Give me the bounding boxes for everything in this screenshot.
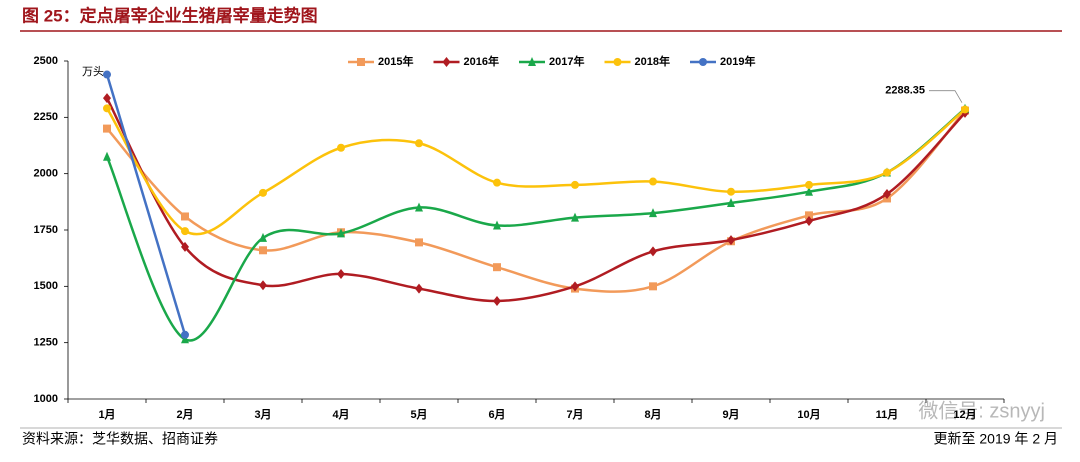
x-tick-label: 1月 xyxy=(98,408,115,421)
x-tick-label: 4月 xyxy=(332,408,349,421)
marker xyxy=(493,263,501,272)
source: 资料来源：芝华数据、招商证券 xyxy=(22,431,218,447)
series-line xyxy=(106,109,966,293)
marker xyxy=(805,215,813,226)
marker xyxy=(103,124,111,133)
legend-marker xyxy=(442,57,451,67)
annotation: 2288.35 xyxy=(885,85,925,97)
marker xyxy=(415,202,423,212)
legend-label: 2017年 xyxy=(549,54,584,68)
y-tick-label: 1000 xyxy=(34,393,58,405)
marker xyxy=(415,139,423,148)
marker xyxy=(571,212,579,222)
marker xyxy=(259,246,267,255)
marker xyxy=(727,235,735,246)
marker xyxy=(259,188,267,197)
series-line xyxy=(105,107,966,236)
marker xyxy=(415,238,423,247)
marker xyxy=(181,241,189,252)
legend-label: 2016年 xyxy=(464,54,499,68)
marker xyxy=(961,105,969,114)
marker xyxy=(337,143,345,152)
marker xyxy=(415,283,423,294)
marker xyxy=(571,180,579,189)
x-tick-label: 11月 xyxy=(876,408,899,421)
x-tick-label: 5月 xyxy=(410,408,427,421)
marker xyxy=(493,178,501,187)
legend-marker xyxy=(613,58,622,66)
series-line xyxy=(105,107,966,342)
marker xyxy=(649,177,657,186)
series-line xyxy=(105,74,187,336)
marker xyxy=(103,93,111,104)
x-tick-label: 10月 xyxy=(797,408,820,421)
marker xyxy=(805,180,813,189)
legend-label: 2018年 xyxy=(635,54,670,68)
marker xyxy=(103,151,111,161)
x-tick-label: 3月 xyxy=(254,408,271,421)
annotation-leader xyxy=(929,90,963,103)
marker xyxy=(337,228,345,238)
marker xyxy=(571,281,579,292)
y-unit: 万头 xyxy=(82,65,104,78)
y-tick-label: 1750 xyxy=(34,224,58,236)
legend-label: 2015年 xyxy=(378,54,413,68)
marker xyxy=(493,295,501,306)
x-tick-label: 8月 xyxy=(644,408,661,421)
updated: 更新至 2019 年 2 月 xyxy=(934,431,1059,447)
y-tick-label: 2000 xyxy=(34,168,58,180)
marker xyxy=(337,268,345,279)
marker xyxy=(649,208,657,218)
marker xyxy=(493,220,501,230)
y-tick-label: 1500 xyxy=(34,280,58,292)
marker xyxy=(805,186,813,196)
marker xyxy=(181,227,189,236)
legend-marker xyxy=(528,57,536,66)
legend-marker xyxy=(699,58,707,66)
legend-marker xyxy=(357,58,365,66)
marker xyxy=(883,188,891,199)
legend-label: 2019年 xyxy=(720,54,755,68)
marker xyxy=(727,187,735,196)
x-tick-label: 12月 xyxy=(953,408,976,421)
marker xyxy=(103,70,111,79)
marker xyxy=(181,330,189,339)
marker xyxy=(805,211,813,220)
watermark: 微信号: zsnyyj xyxy=(918,399,1045,422)
x-tick-label: 9月 xyxy=(722,408,739,421)
marker xyxy=(883,168,891,177)
marker xyxy=(181,212,189,221)
y-tick-label: 1250 xyxy=(34,337,58,349)
y-tick-label: 2500 xyxy=(34,55,58,67)
chart-title: 图 25：定点屠宰企业生猪屠宰量走势图 xyxy=(22,5,318,25)
marker xyxy=(259,280,267,291)
x-tick-label: 2月 xyxy=(176,408,193,421)
y-tick-label: 2250 xyxy=(34,111,58,123)
marker xyxy=(649,246,657,257)
marker xyxy=(259,232,267,242)
marker xyxy=(103,104,111,113)
marker xyxy=(727,197,735,207)
marker xyxy=(181,334,189,344)
marker xyxy=(649,282,657,291)
x-tick-label: 7月 xyxy=(566,408,583,421)
x-tick-label: 6月 xyxy=(488,408,505,421)
series-line xyxy=(105,97,966,303)
